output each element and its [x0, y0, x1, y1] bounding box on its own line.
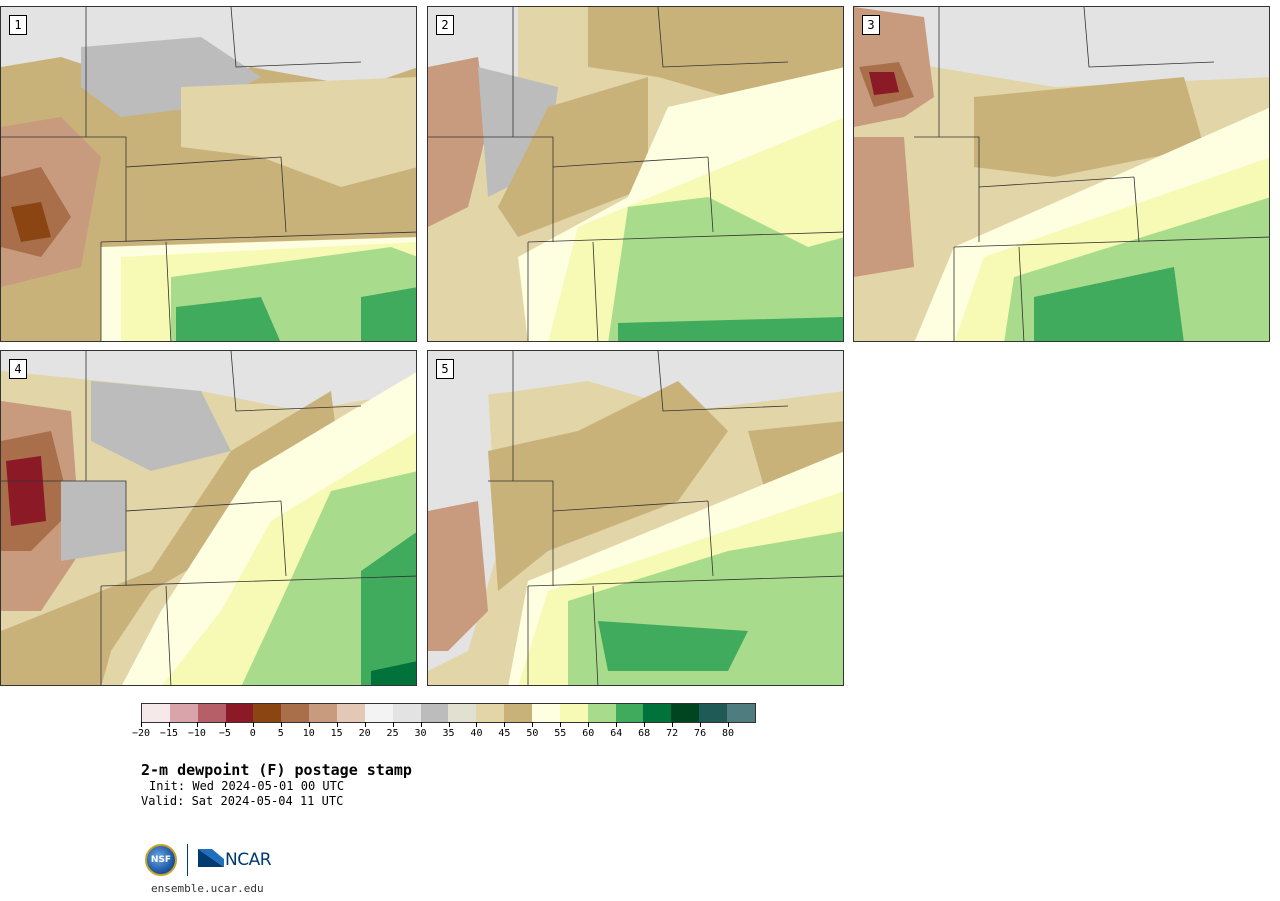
colorbar-tick-label: 80 — [722, 728, 735, 739]
colorbar-tick — [141, 722, 142, 727]
colorbar-segment — [727, 704, 755, 722]
colorbar-segment — [532, 704, 560, 722]
colorbar-tick — [308, 722, 310, 727]
colorbar-tick — [616, 722, 618, 727]
colorbar-tick-label: 55 — [554, 728, 567, 739]
logo-divider — [187, 844, 188, 876]
colorbar-tick — [252, 722, 254, 727]
colorbar-tick — [672, 722, 674, 727]
colorbar-tick-label: 5 — [277, 728, 284, 739]
colorbar-tick-label: −20 — [131, 728, 151, 739]
panel-number-label: 5 — [436, 359, 454, 379]
colorbar-tick — [504, 722, 506, 727]
panel-number-label: 3 — [862, 15, 880, 35]
map-panel-2: 2 — [427, 6, 844, 342]
dewpoint-map-2 — [428, 7, 843, 341]
nsf-logo-icon: NSF — [145, 844, 177, 876]
colorbar-segment — [504, 704, 533, 722]
colorbar-tick — [168, 722, 170, 727]
colorbar-segment — [197, 704, 226, 722]
colorbar-segment — [392, 704, 421, 722]
colorbar-tick — [336, 722, 338, 727]
colorbar-tick-label: 64 — [610, 728, 623, 739]
dewpoint-map-5 — [428, 351, 843, 685]
map-panel-5: 5 — [427, 350, 844, 686]
dewpoint-map-3 — [854, 7, 1269, 341]
dewpoint-map-4 — [1, 351, 416, 685]
colorbar-tick-label: 76 — [694, 728, 707, 739]
colorbar-tick-label: 30 — [414, 728, 427, 739]
colorbar-segment — [225, 704, 254, 722]
site-url: ensemble.ucar.edu — [151, 882, 264, 895]
colorbar-tick — [420, 722, 422, 727]
colorbar-tick — [532, 722, 534, 727]
colorbar-tick-label: 35 — [442, 728, 455, 739]
colorbar-tick — [196, 722, 198, 727]
colorbar-tick — [392, 722, 394, 727]
map-panel-3: 3 — [853, 6, 1270, 342]
colorbar-tick-label: −15 — [159, 728, 178, 739]
colorbar-tick-label: 60 — [582, 728, 595, 739]
init-time: Init: Wed 2024-05-01 00 UTC — [149, 779, 345, 793]
map-panel-4: 4 — [0, 350, 417, 686]
colorbar-segment — [420, 704, 449, 722]
panel-number-label: 2 — [436, 15, 454, 35]
ncar-logo-text: NCAR — [225, 850, 272, 870]
colorbar-tick-label: −5 — [218, 728, 231, 739]
valid-time: Valid: Sat 2024-05-04 11 UTC — [141, 794, 344, 808]
colorbar-segment — [559, 704, 588, 722]
colorbar-tick — [280, 722, 282, 727]
colorbar-segment — [253, 704, 282, 722]
colorbar-tick — [700, 722, 702, 727]
colorbar-tick-label: 72 — [666, 728, 679, 739]
colorbar-segment — [281, 704, 310, 722]
colorbar-segment — [643, 704, 672, 722]
panel-number-label: 1 — [9, 15, 27, 35]
colorbar-tick — [560, 722, 562, 727]
chart-title: 2-m dewpoint (F) postage stamp — [141, 761, 412, 779]
colorbar-segment — [337, 704, 365, 722]
colorbar-tick-label: 40 — [470, 728, 483, 739]
colorbar-tick — [364, 722, 366, 727]
colorbar-tick-label: 68 — [638, 728, 651, 739]
dewpoint-map-1 — [1, 7, 416, 341]
logos: NSF NCAR — [143, 842, 283, 882]
colorbar-tick-label: 25 — [386, 728, 399, 739]
colorbar-segment — [309, 704, 338, 722]
colorbar-segment — [699, 704, 728, 722]
colorbar — [141, 703, 756, 723]
colorbar-tick-label: 15 — [330, 728, 343, 739]
colorbar-tick-label: 0 — [249, 728, 256, 739]
colorbar-tick — [588, 722, 590, 727]
colorbar-tick — [224, 722, 226, 727]
ncar-logo-icon — [198, 849, 224, 867]
colorbar-tick — [448, 722, 450, 727]
colorbar-tick-label: −10 — [187, 728, 206, 739]
colorbar-tick — [728, 722, 730, 727]
colorbar-tick — [476, 722, 478, 727]
colorbar-tick-label: 10 — [302, 728, 315, 739]
colorbar-tick — [644, 722, 646, 727]
colorbar-segment — [615, 704, 644, 722]
colorbar-tick-label: 50 — [526, 728, 539, 739]
colorbar-segment — [587, 704, 616, 722]
map-panel-1: 1 — [0, 6, 417, 342]
colorbar-segment — [142, 704, 170, 722]
colorbar-segment — [448, 704, 477, 722]
colorbar-ticks: −20 −15 −10 −5 0 5 10 15 20 25 30 35 40 45 50 55 60 64 68 7… — [132, 722, 756, 742]
colorbar-tick-label: 20 — [358, 728, 371, 739]
colorbar-segment — [169, 704, 198, 722]
colorbar-segment — [671, 704, 700, 722]
colorbar-segment — [476, 704, 505, 722]
colorbar-segment — [364, 704, 393, 722]
colorbar-tick-label: 45 — [498, 728, 511, 739]
panel-number-label: 4 — [9, 359, 27, 379]
